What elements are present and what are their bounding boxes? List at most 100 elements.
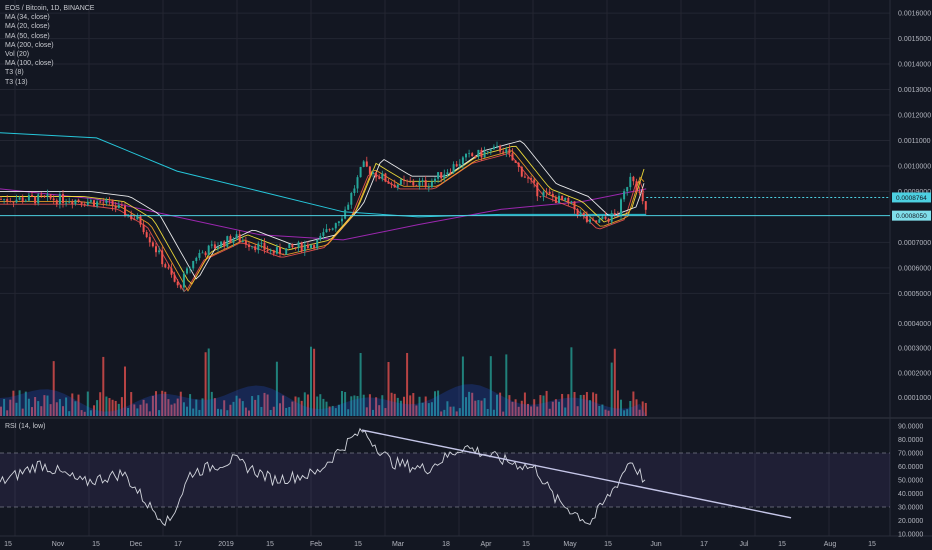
candle-body [176, 281, 179, 286]
rsi-line [0, 427, 646, 527]
candle-body [99, 201, 102, 203]
volume-bar [167, 399, 170, 416]
volume-bar [378, 405, 381, 416]
candle-body [337, 221, 340, 224]
volume-bar [384, 408, 387, 416]
volume-bar [189, 394, 192, 416]
candle-body [334, 223, 337, 229]
candle-body [496, 145, 498, 147]
candle-body [446, 172, 449, 175]
volume-bar [430, 402, 433, 416]
volume-bar [279, 403, 281, 416]
volume-bar [207, 348, 210, 416]
volume-bar [18, 390, 21, 416]
volume-bar [356, 396, 359, 416]
candle-body [508, 149, 511, 154]
candle-body [365, 161, 368, 167]
candle-body [96, 201, 99, 207]
candle-body [601, 216, 604, 220]
volume-bar [294, 396, 297, 416]
volume-bar [170, 404, 173, 416]
candle-body [226, 236, 229, 247]
candle-body [316, 239, 319, 249]
volume-bar [458, 408, 461, 416]
legend-t3-13: T3 (13) [5, 78, 28, 86]
candle-body [322, 232, 325, 236]
volume-bar [0, 406, 2, 416]
candle-body [341, 218, 343, 222]
time-tick-label: 15 [266, 541, 274, 548]
candle-body [133, 219, 136, 220]
volume-bar [74, 401, 77, 416]
legend-t3-8: T3 (8) [5, 69, 24, 77]
candle-body [6, 199, 9, 202]
candle-body [415, 185, 418, 187]
price-tick-label: 0.0007000 [898, 240, 931, 247]
price-tick-label: 0.0015000 [898, 36, 931, 43]
candle-body [595, 220, 598, 223]
volume-bar [635, 399, 638, 416]
volume-bar [213, 398, 216, 416]
candle-body [74, 199, 77, 205]
candle-body [62, 194, 64, 203]
candle-body [55, 200, 58, 205]
candle-body [641, 192, 644, 202]
candle-body [238, 234, 241, 242]
volume-bar [37, 401, 40, 416]
volume-bar [573, 391, 576, 416]
volume-bar [576, 406, 579, 416]
time-tick-label: 15 [522, 541, 530, 548]
candle-body [43, 195, 46, 197]
volume-bar [545, 390, 548, 416]
rsi-tick-label: 50.0000 [898, 478, 923, 485]
volume-bar [68, 411, 71, 416]
volume-bar [465, 397, 467, 416]
volume-bar [412, 393, 415, 416]
candle-body [440, 172, 443, 179]
candle-body [474, 156, 477, 158]
candle-body [461, 157, 464, 165]
volume-bar [43, 395, 46, 416]
candle-body [52, 198, 55, 201]
volume-bar [195, 399, 198, 416]
volume-bar [629, 401, 632, 416]
volume-bar [582, 394, 585, 416]
candle-body [83, 203, 86, 205]
volume-bar [452, 406, 455, 416]
volume-bar [480, 400, 483, 416]
candle-body [527, 177, 529, 179]
candle-body [387, 181, 390, 184]
candle-body [68, 201, 71, 203]
volume-bar [254, 399, 257, 416]
volume-bar [235, 395, 238, 416]
volume-bar [492, 409, 495, 416]
candle-body [21, 197, 24, 202]
time-tick-label: 18 [442, 541, 450, 548]
candle-body [46, 194, 49, 197]
volume-bar [99, 392, 102, 416]
volume-bar [344, 391, 347, 416]
candle-body [213, 244, 216, 249]
rsi-tick-label: 40.0000 [898, 491, 923, 498]
volume-bar [176, 398, 179, 416]
volume-bar [548, 408, 551, 416]
candle-body [452, 164, 455, 173]
volume-bar [182, 402, 185, 416]
volume-bar [511, 401, 514, 416]
volume-bar [220, 409, 223, 416]
volume-bar [551, 401, 554, 416]
volume-bar [620, 399, 622, 416]
price-tick-label: 0.0011000 [898, 138, 931, 145]
candle-body [579, 212, 582, 216]
candle-body [477, 149, 480, 158]
time-tick-label: Nov [52, 541, 65, 548]
candle-body [492, 146, 495, 150]
candle-body [517, 162, 520, 167]
volume-bar [455, 411, 458, 416]
volume-bar [626, 409, 629, 416]
volume-bar [564, 407, 567, 416]
candle-body [499, 145, 502, 152]
candle-body [77, 199, 80, 202]
candle-body [350, 192, 353, 205]
